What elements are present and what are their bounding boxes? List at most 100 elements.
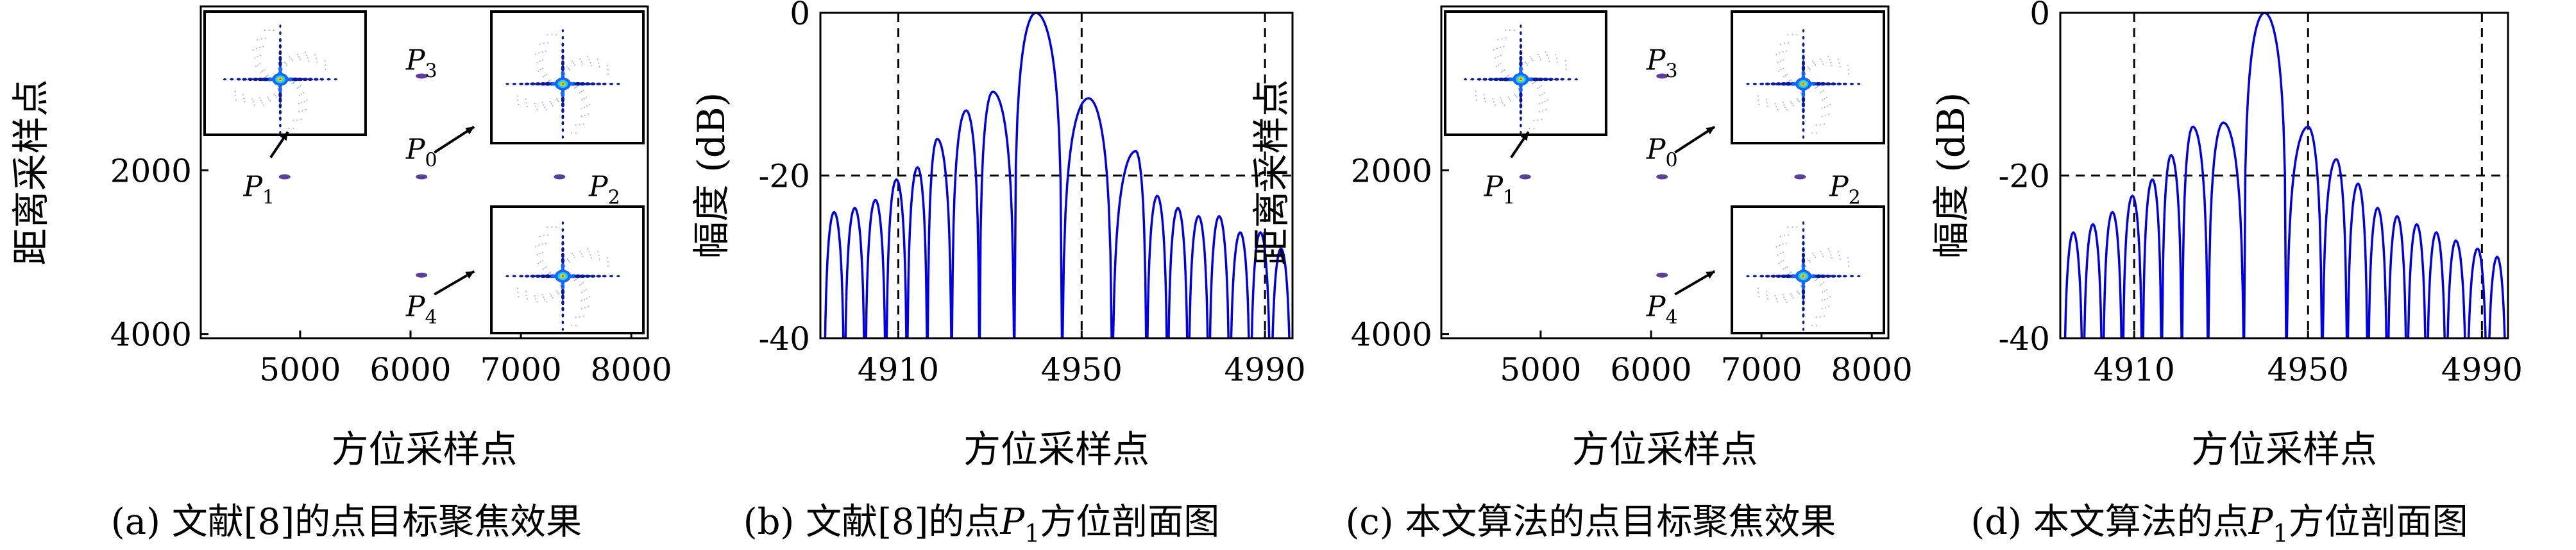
psf-speckle: [587, 56, 589, 58]
psf-speckle: [304, 51, 306, 53]
psf-speckle: [576, 85, 578, 87]
psf-lobe: [535, 274, 541, 278]
psf-speckle: [546, 266, 548, 268]
psf-lobe: [1520, 130, 1522, 134]
psf-lobe: [1519, 60, 1523, 67]
psf-speckle: [1782, 294, 1784, 296]
psf-lobe: [561, 70, 565, 77]
psf-lobe: [1519, 92, 1523, 98]
psf-speckle: [1779, 245, 1781, 246]
psf-speckle: [598, 62, 600, 64]
psf-speckle: [582, 63, 584, 65]
psf-lobe: [1752, 82, 1757, 85]
zoom-inset: [490, 10, 645, 144]
psf-speckle: [559, 284, 561, 286]
target-point-P0: [416, 174, 428, 180]
psf-lobe: [278, 55, 282, 62]
psf-speckle: [571, 253, 573, 255]
psf-speckle: [1484, 98, 1486, 99]
psf-speckle: [582, 89, 584, 91]
psf-speckle: [582, 282, 584, 284]
psf-lobe: [1532, 77, 1539, 82]
psf-speckle: [1498, 64, 1500, 66]
psf-speckle: [1827, 248, 1829, 250]
psf-speckle: [1791, 103, 1793, 105]
psf-lobe: [1477, 78, 1482, 81]
psf-speckle: [315, 58, 318, 60]
psf-speckle: [1783, 76, 1785, 78]
psf-speckle: [559, 92, 561, 94]
psf-lobe: [296, 77, 303, 82]
psf-speckle: [1780, 261, 1782, 263]
psf-speckle: [1524, 61, 1527, 64]
psf-lobe: [1537, 77, 1544, 82]
psf-speckle: [535, 298, 537, 300]
psf-lobe: [1830, 82, 1836, 86]
psf-speckle: [325, 64, 326, 66]
psf-speckle: [1783, 42, 1786, 44]
psf-speckle: [1538, 103, 1541, 105]
psf-peak: [561, 275, 564, 277]
psf-lobe: [602, 82, 607, 85]
psf-speckle: [551, 33, 553, 36]
psf-speckle: [580, 90, 582, 92]
psf-speckle: [1792, 105, 1794, 107]
psf-speckle: [580, 307, 582, 309]
psf-speckle: [1815, 87, 1817, 89]
psf-speckle: [580, 253, 582, 255]
psf-lobe: [1519, 38, 1522, 42]
psf-lobe: [1519, 44, 1523, 49]
psf-speckle: [576, 278, 578, 280]
psf-speckle: [555, 98, 557, 100]
psf-speckle: [1820, 58, 1822, 60]
psf-speckle: [566, 66, 568, 68]
psf-lobe: [1770, 275, 1776, 278]
caption-b: (b) 文献[8]的点P1方位剖面图: [743, 501, 1220, 547]
x-tick-label: 6000: [1610, 351, 1691, 388]
psf-speckle: [541, 67, 544, 69]
psf-lobe: [1842, 82, 1847, 85]
psf-lobe: [1567, 78, 1572, 81]
psf-speckle: [568, 69, 570, 71]
psf-speckle: [581, 291, 583, 293]
psf-speckle: [607, 261, 609, 263]
psf-speckle: [1541, 101, 1543, 104]
psf-speckle: [290, 58, 292, 60]
psf-speckle: [1792, 226, 1793, 228]
psf-speckle: [273, 30, 275, 31]
caption-text: (b) 文献[8]的点: [743, 501, 1001, 543]
psf-lobe: [561, 101, 564, 108]
psf-speckle: [306, 54, 308, 56]
psf-lobe: [247, 78, 253, 81]
psf-lobe: [616, 275, 620, 277]
psf-speckle: [1821, 90, 1823, 92]
psf-speckle: [1797, 291, 1799, 293]
psf-lobe: [1819, 82, 1827, 86]
psf-lobe: [1849, 275, 1854, 278]
psf-speckle: [1529, 128, 1530, 130]
zoom-inset-psf: [505, 221, 620, 331]
psf-speckle: [582, 315, 585, 317]
psf-speckle: [1779, 252, 1781, 254]
psf-speckle: [292, 128, 294, 130]
psf-lobe: [279, 31, 282, 35]
psf-speckle: [590, 257, 592, 259]
psf-speckle: [251, 98, 253, 100]
zoom-arrow-head: [1706, 126, 1715, 135]
psf-speckle: [570, 132, 573, 134]
y-tick-label: -20: [1998, 158, 2050, 195]
psf-speckle: [1817, 278, 1818, 280]
psf-speckle: [1847, 257, 1849, 259]
psf-speckle: [535, 106, 537, 108]
psf-speckle: [1815, 132, 1818, 134]
x-tick-label: 4910: [858, 351, 939, 388]
target-point-P4: [416, 272, 428, 278]
psf-speckle: [1516, 96, 1518, 98]
zoom-inset: [490, 205, 645, 334]
psf-speckle: [1790, 101, 1792, 103]
psf-speckle: [1758, 99, 1759, 101]
psf-lobe: [1819, 274, 1827, 279]
psf-speckle: [538, 52, 540, 54]
psf-lobe: [279, 123, 282, 128]
psf-lobe: [561, 320, 564, 325]
